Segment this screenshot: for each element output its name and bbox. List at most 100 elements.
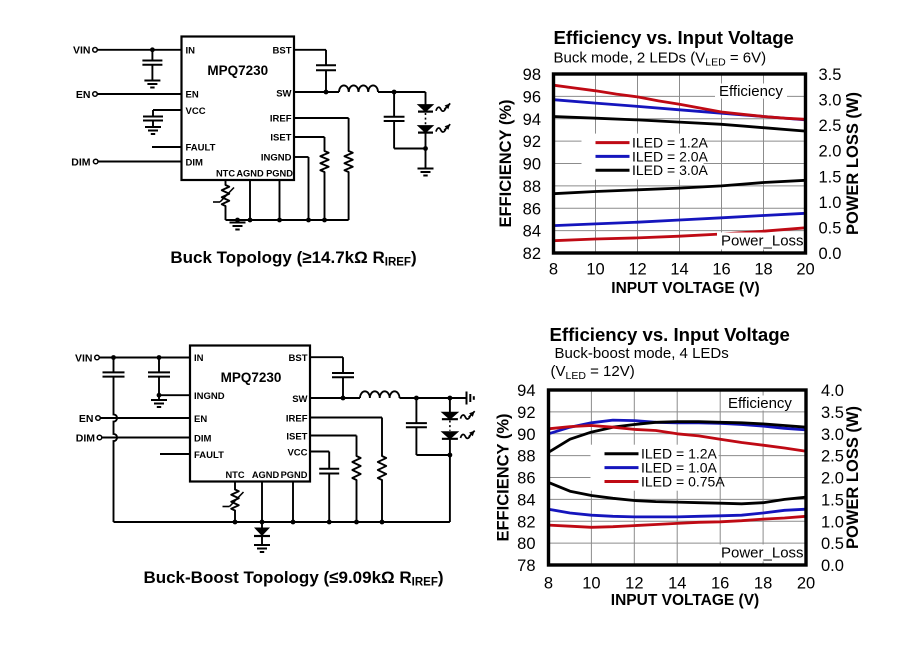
svg-text:Buck mode, 2 LEDs (VLED = 6V): Buck mode, 2 LEDs (VLED = 6V) (554, 50, 767, 69)
svg-text:2.0: 2.0 (819, 143, 842, 161)
svg-text:INPUT VOLTAGE (V): INPUT VOLTAGE (V) (611, 592, 759, 609)
svg-text:EN: EN (76, 89, 91, 101)
svg-text:14: 14 (668, 575, 686, 593)
svg-text:DIM: DIM (186, 158, 204, 169)
svg-text:Buck-boost mode, 4 LEDs: Buck-boost mode, 4 LEDs (555, 345, 729, 362)
svg-text:Efficiency vs. Input Voltage: Efficiency vs. Input Voltage (550, 324, 790, 345)
svg-text:92: 92 (517, 404, 535, 422)
svg-text:MPQ7230: MPQ7230 (207, 63, 268, 78)
svg-text:ILED = 2.0A: ILED = 2.0A (632, 148, 709, 164)
svg-text:0.5: 0.5 (819, 219, 842, 237)
svg-text:SW: SW (292, 394, 307, 405)
svg-text:ISET: ISET (270, 133, 291, 144)
svg-text:98: 98 (523, 66, 541, 84)
svg-text:Efficiency vs. Input Voltage: Efficiency vs. Input Voltage (554, 27, 794, 48)
svg-text:ILED = 3.0A: ILED = 3.0A (632, 162, 709, 178)
svg-text:IREF: IREF (270, 114, 292, 125)
svg-text:(VLED = 12V): (VLED = 12V) (551, 363, 635, 382)
svg-text:0.0: 0.0 (819, 245, 842, 263)
svg-text:EFFICIENCY (%): EFFICIENCY (%) (495, 413, 513, 541)
svg-text:96: 96 (523, 88, 541, 106)
svg-text:EN: EN (194, 414, 207, 425)
svg-text:3.0: 3.0 (819, 92, 842, 110)
svg-text:3.5: 3.5 (821, 404, 844, 422)
svg-text:Power_Loss: Power_Loss (721, 545, 804, 562)
svg-text:IN: IN (186, 46, 196, 57)
svg-text:0.5: 0.5 (821, 535, 844, 553)
svg-text:80: 80 (517, 535, 535, 553)
svg-text:DIM: DIM (194, 434, 212, 445)
svg-text:86: 86 (517, 470, 535, 488)
svg-text:INGND: INGND (194, 391, 225, 402)
svg-text:94: 94 (523, 111, 541, 129)
svg-text:8: 8 (549, 261, 558, 279)
svg-text:84: 84 (517, 491, 535, 509)
svg-text:PGND: PGND (281, 470, 308, 480)
svg-text:16: 16 (711, 575, 729, 593)
svg-text:EFFICIENCY (%): EFFICIENCY (%) (497, 99, 515, 227)
svg-text:3.5: 3.5 (819, 66, 842, 84)
svg-text:12: 12 (625, 575, 643, 593)
svg-text:POWER LOSS (W): POWER LOSS (W) (844, 92, 862, 235)
svg-text:1.0: 1.0 (821, 513, 844, 531)
svg-text:92: 92 (523, 133, 541, 151)
svg-text:88: 88 (523, 178, 541, 196)
svg-text:VCC: VCC (287, 447, 307, 458)
svg-text:VIN: VIN (75, 352, 93, 364)
svg-text:20: 20 (797, 575, 815, 593)
svg-text:AGND: AGND (252, 470, 280, 480)
svg-text:82: 82 (523, 245, 541, 263)
svg-text:BST: BST (289, 353, 308, 364)
svg-text:12: 12 (628, 261, 646, 279)
svg-text:DIM: DIM (71, 157, 91, 169)
svg-text:ILED = 1.2A: ILED = 1.2A (641, 446, 718, 462)
svg-text:SW: SW (276, 89, 291, 100)
svg-text:1.5: 1.5 (819, 168, 842, 186)
svg-text:Efficiency: Efficiency (728, 395, 792, 412)
svg-text:2.5: 2.5 (821, 448, 844, 466)
svg-text:Power_Loss: Power_Loss (721, 233, 804, 250)
svg-text:90: 90 (517, 426, 535, 444)
svg-text:PGND: PGND (266, 169, 293, 179)
svg-text:1.0: 1.0 (819, 194, 842, 212)
svg-text:INPUT VOLTAGE (V): INPUT VOLTAGE (V) (611, 280, 759, 297)
svg-text:10: 10 (582, 575, 600, 593)
svg-text:18: 18 (754, 575, 772, 593)
svg-text:VIN: VIN (73, 45, 91, 57)
svg-text:4.0: 4.0 (821, 382, 844, 400)
svg-text:2.5: 2.5 (819, 117, 842, 135)
svg-text:DIM: DIM (76, 433, 96, 445)
svg-text:Buck-Boost Topology (≤9.09kΩ R: Buck-Boost Topology (≤9.09kΩ RIREF) (143, 568, 443, 589)
svg-text:14: 14 (670, 261, 688, 279)
svg-text:FAULT: FAULT (186, 143, 216, 154)
svg-text:Buck Topology (≥14.7kΩ RIREF): Buck Topology (≥14.7kΩ RIREF) (170, 248, 416, 269)
svg-text:94: 94 (517, 382, 535, 400)
svg-text:FAULT: FAULT (194, 450, 224, 461)
svg-text:ILED = 0.75A: ILED = 0.75A (641, 474, 725, 490)
svg-text:0.0: 0.0 (821, 557, 844, 575)
svg-text:NTC: NTC (225, 470, 244, 480)
svg-text:1.5: 1.5 (821, 491, 844, 509)
svg-text:84: 84 (523, 223, 541, 241)
svg-text:MPQ7230: MPQ7230 (221, 370, 282, 385)
svg-text:VCC: VCC (186, 106, 206, 117)
svg-text:IREF: IREF (286, 413, 308, 424)
svg-text:NTC: NTC (216, 169, 235, 179)
svg-text:ILED = 1.2A: ILED = 1.2A (632, 135, 709, 151)
svg-text:EN: EN (79, 413, 94, 425)
svg-text:BST: BST (273, 46, 292, 57)
svg-text:8: 8 (544, 575, 553, 593)
svg-text:10: 10 (586, 261, 604, 279)
svg-text:18: 18 (754, 261, 772, 279)
svg-text:20: 20 (796, 261, 814, 279)
svg-text:IN: IN (194, 353, 204, 364)
svg-text:86: 86 (523, 200, 541, 218)
svg-text:88: 88 (517, 448, 535, 466)
svg-text:Efficiency: Efficiency (719, 83, 783, 100)
svg-text:POWER LOSS (W): POWER LOSS (W) (844, 406, 862, 549)
svg-text:78: 78 (517, 557, 535, 575)
svg-text:3.0: 3.0 (821, 426, 844, 444)
svg-text:EN: EN (186, 90, 199, 101)
svg-text:ILED = 1.0A: ILED = 1.0A (641, 460, 718, 476)
svg-text:90: 90 (523, 156, 541, 174)
